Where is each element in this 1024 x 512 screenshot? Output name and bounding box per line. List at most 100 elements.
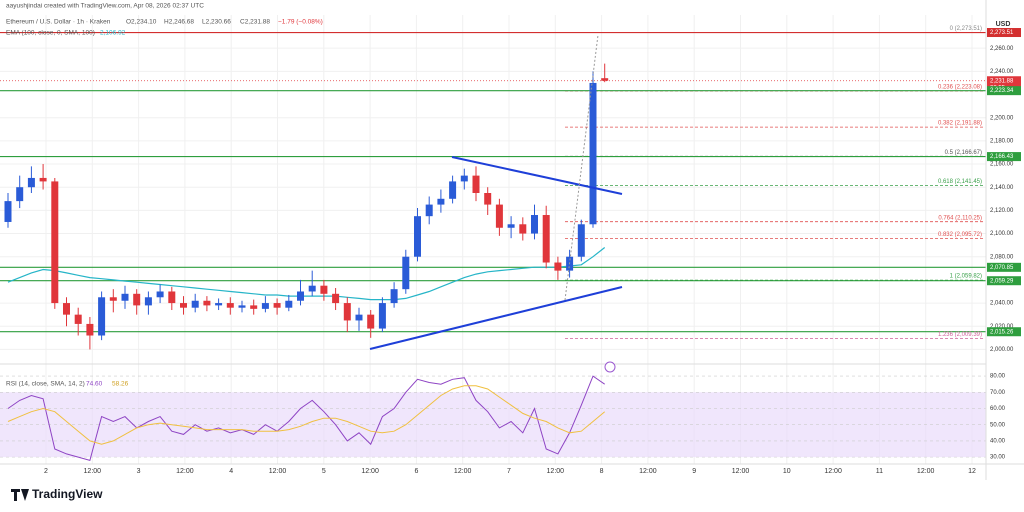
y-tick-label: 2,120.00 <box>990 208 1014 214</box>
fib-label: 1 (2,059.82) <box>950 274 982 280</box>
price-tag <box>987 276 1021 286</box>
rsi-tick-label: 70.00 <box>990 390 1006 396</box>
candle-body <box>27 177 35 188</box>
candle-body <box>308 285 316 292</box>
fib-label: 0.764 (2,110.25) <box>938 215 982 221</box>
rsi-ma-value: 58.26 <box>112 381 129 388</box>
candle-body <box>355 314 363 321</box>
ema-label: EMA (100, close, 0, SMA, 100) <box>6 30 95 37</box>
rsi-tick-label: 60.00 <box>990 406 1006 412</box>
x-tick-label: 6 <box>414 468 418 475</box>
candle-body <box>156 291 164 298</box>
high: H2,246.68 <box>164 19 194 26</box>
x-tick-label: 2 <box>44 468 48 475</box>
fib-label: 0.832 (2,095.72) <box>938 232 982 238</box>
x-tick-label: 12:00 <box>361 468 379 475</box>
candle-body <box>203 300 211 306</box>
open: O2,234.10 <box>126 19 157 26</box>
price-tag <box>987 152 1021 162</box>
fib-label: 0.236 (2,223.08) <box>938 85 982 91</box>
x-tick-label: 12:00 <box>84 468 102 475</box>
rsi-value: 74.60 <box>86 381 103 388</box>
fib-label: 0.382 (2,191.88) <box>938 121 982 127</box>
candle-body <box>425 204 433 217</box>
candle-body <box>297 291 304 301</box>
candle-body <box>542 215 550 263</box>
y-tick-label: 2,160.00 <box>990 162 1014 168</box>
change: −1.79 (−0.08%) <box>278 19 323 26</box>
x-tick-label: 12:00 <box>176 468 194 475</box>
candle-body <box>109 297 117 301</box>
x-tick-label: 12:00 <box>269 468 287 475</box>
ema-line <box>7 247 606 301</box>
candle-body <box>238 305 246 308</box>
candle-body <box>589 82 597 225</box>
candle-body <box>378 303 386 329</box>
candle-body <box>121 293 129 301</box>
candle-body <box>191 300 199 308</box>
rsi-title: RSI (14, close, SMA, 14, 2) <box>6 381 85 388</box>
fib-label: 0.618 (2,141.45) <box>938 179 982 185</box>
brand: TradingView <box>32 487 103 501</box>
candle-body <box>320 285 328 294</box>
candle-body <box>144 297 152 306</box>
x-tick-label: 12:00 <box>824 468 842 475</box>
candle-body <box>74 314 82 324</box>
grid-layer <box>0 15 986 464</box>
candle-body <box>168 291 176 304</box>
candle-body <box>261 303 269 309</box>
candle-body <box>367 314 375 329</box>
candle-body <box>98 297 106 336</box>
price-tag-label: 2,273.51 <box>990 30 1014 36</box>
rsi-tick-label: 80.00 <box>990 374 1006 380</box>
x-tick-label: 9 <box>692 468 696 475</box>
fib-label: 0 (2,273.51) <box>950 26 982 32</box>
candle-body <box>4 201 12 222</box>
candle-body <box>495 204 503 228</box>
x-tick-label: 12:00 <box>454 468 472 475</box>
price-tag <box>987 28 1021 38</box>
price-tag <box>987 262 1021 272</box>
candle-body <box>273 303 281 308</box>
candle-body <box>554 262 562 271</box>
candle-body <box>51 181 59 304</box>
event-icon[interactable] <box>604 361 616 373</box>
y-tick-label: 2,240.00 <box>990 69 1014 75</box>
candle-body <box>215 303 223 306</box>
y-tick-label: 2,200.00 <box>990 115 1014 121</box>
candle-body <box>577 224 585 257</box>
candle-body <box>390 289 398 304</box>
candle-body <box>414 216 421 257</box>
x-tick-label: 5 <box>322 468 326 475</box>
candle-body <box>250 305 258 309</box>
candle-body <box>39 177 47 182</box>
rsi-tick-label: 40.00 <box>990 438 1006 444</box>
candle-body <box>86 323 94 336</box>
price-tag-label: 2,070.85 <box>990 265 1014 271</box>
rsi-tick-label: 30.00 <box>990 455 1006 461</box>
candle-body <box>460 175 468 182</box>
candle-body <box>343 303 351 321</box>
ema-value: 2,106.92 <box>100 30 126 37</box>
candle-body <box>531 215 538 234</box>
credit: aayushjindai created with TradingView.co… <box>6 3 204 10</box>
x-tick-label: 12:00 <box>547 468 565 475</box>
x-tick-label: 12:00 <box>639 468 657 475</box>
logo-mark <box>11 489 29 501</box>
y-tick-label: 2,260.00 <box>990 46 1014 52</box>
x-tick-label: 4 <box>229 468 233 475</box>
candle-body <box>180 303 187 308</box>
price-tag <box>987 327 1021 337</box>
price-tag-label: 2,059.29 <box>990 278 1014 284</box>
x-tick-label: 12 <box>968 468 976 475</box>
plot-layer <box>0 31 986 462</box>
rsi-line <box>7 385 606 445</box>
candle-body <box>601 78 609 81</box>
fib-label: 1.236 (2,009.39) <box>938 332 982 338</box>
y-tick-label: 2,080.00 <box>990 254 1014 260</box>
trendline <box>369 286 623 350</box>
fib-label: 0.5 (2,166.67) <box>945 150 982 156</box>
y-tick-label: 2,180.00 <box>990 138 1014 144</box>
price-tag-label: 2,223.34 <box>990 88 1014 94</box>
